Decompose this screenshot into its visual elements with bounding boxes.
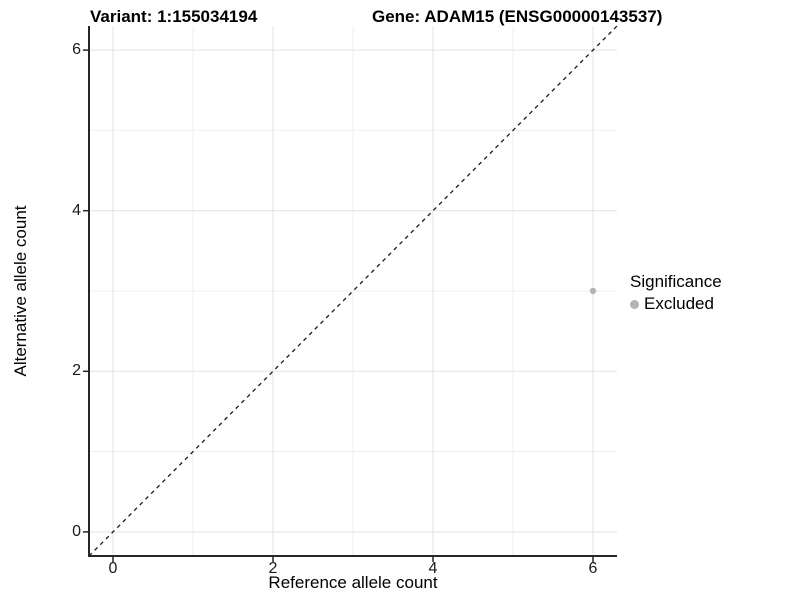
x-tick-label: 6 (588, 560, 598, 577)
legend-title: Significance (630, 272, 722, 291)
x-tick-label: 0 (108, 560, 118, 577)
y-tick-label: 6 (72, 41, 81, 59)
plot-title-variant: Variant: 1:155034194 (90, 7, 258, 26)
y-axis-title: Alternative allele count (11, 205, 30, 377)
plot-title-gene: Gene: ADAM15 (ENSG00000143537) (372, 7, 663, 26)
legend: Significance Excluded (630, 272, 722, 314)
legend-item-label: Excluded (644, 294, 714, 313)
legend-point-icon (630, 299, 639, 309)
y-tick-label: 2 (72, 362, 81, 380)
y-tick-label: 0 (72, 522, 81, 540)
legend-item-excluded: Excluded (630, 294, 722, 314)
x-axis-title: Reference allele count (268, 573, 438, 592)
x-tick-label: 2 (268, 560, 278, 577)
x-tick-label: 4 (428, 560, 438, 577)
data-point-excluded (589, 287, 597, 295)
y-tick-label: 4 (72, 201, 81, 219)
